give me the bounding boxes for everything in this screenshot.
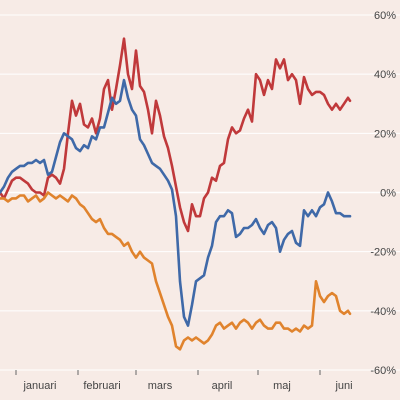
gridlines: [0, 14, 400, 371]
x-tick-label: maj: [273, 380, 291, 392]
x-tick-label: mars: [148, 380, 173, 392]
x-tick-label: april: [212, 380, 233, 392]
x-tick-label: februari: [83, 380, 120, 392]
x-tick-label: juni: [334, 380, 352, 392]
series-line-0: [0, 37, 352, 233]
series-line-1: [0, 78, 352, 327]
x-tick-label: januari: [22, 380, 56, 392]
series-lines: [0, 37, 352, 351]
y-tick-label: 20%: [374, 128, 396, 140]
series-line-2: [0, 191, 352, 351]
y-axis-labels: 60% 40% 20% 0% -20% -40% -60%: [370, 10, 396, 377]
y-tick-label: -40%: [370, 306, 396, 318]
y-tick-label: 40%: [374, 69, 396, 81]
y-tick-label: -20%: [370, 247, 396, 259]
x-axis-labels: januari februari mars april maj juni: [15, 370, 353, 392]
y-tick-label: 0%: [380, 188, 396, 200]
y-tick-label: 60%: [374, 10, 396, 22]
y-tick-label: -60%: [370, 365, 396, 377]
